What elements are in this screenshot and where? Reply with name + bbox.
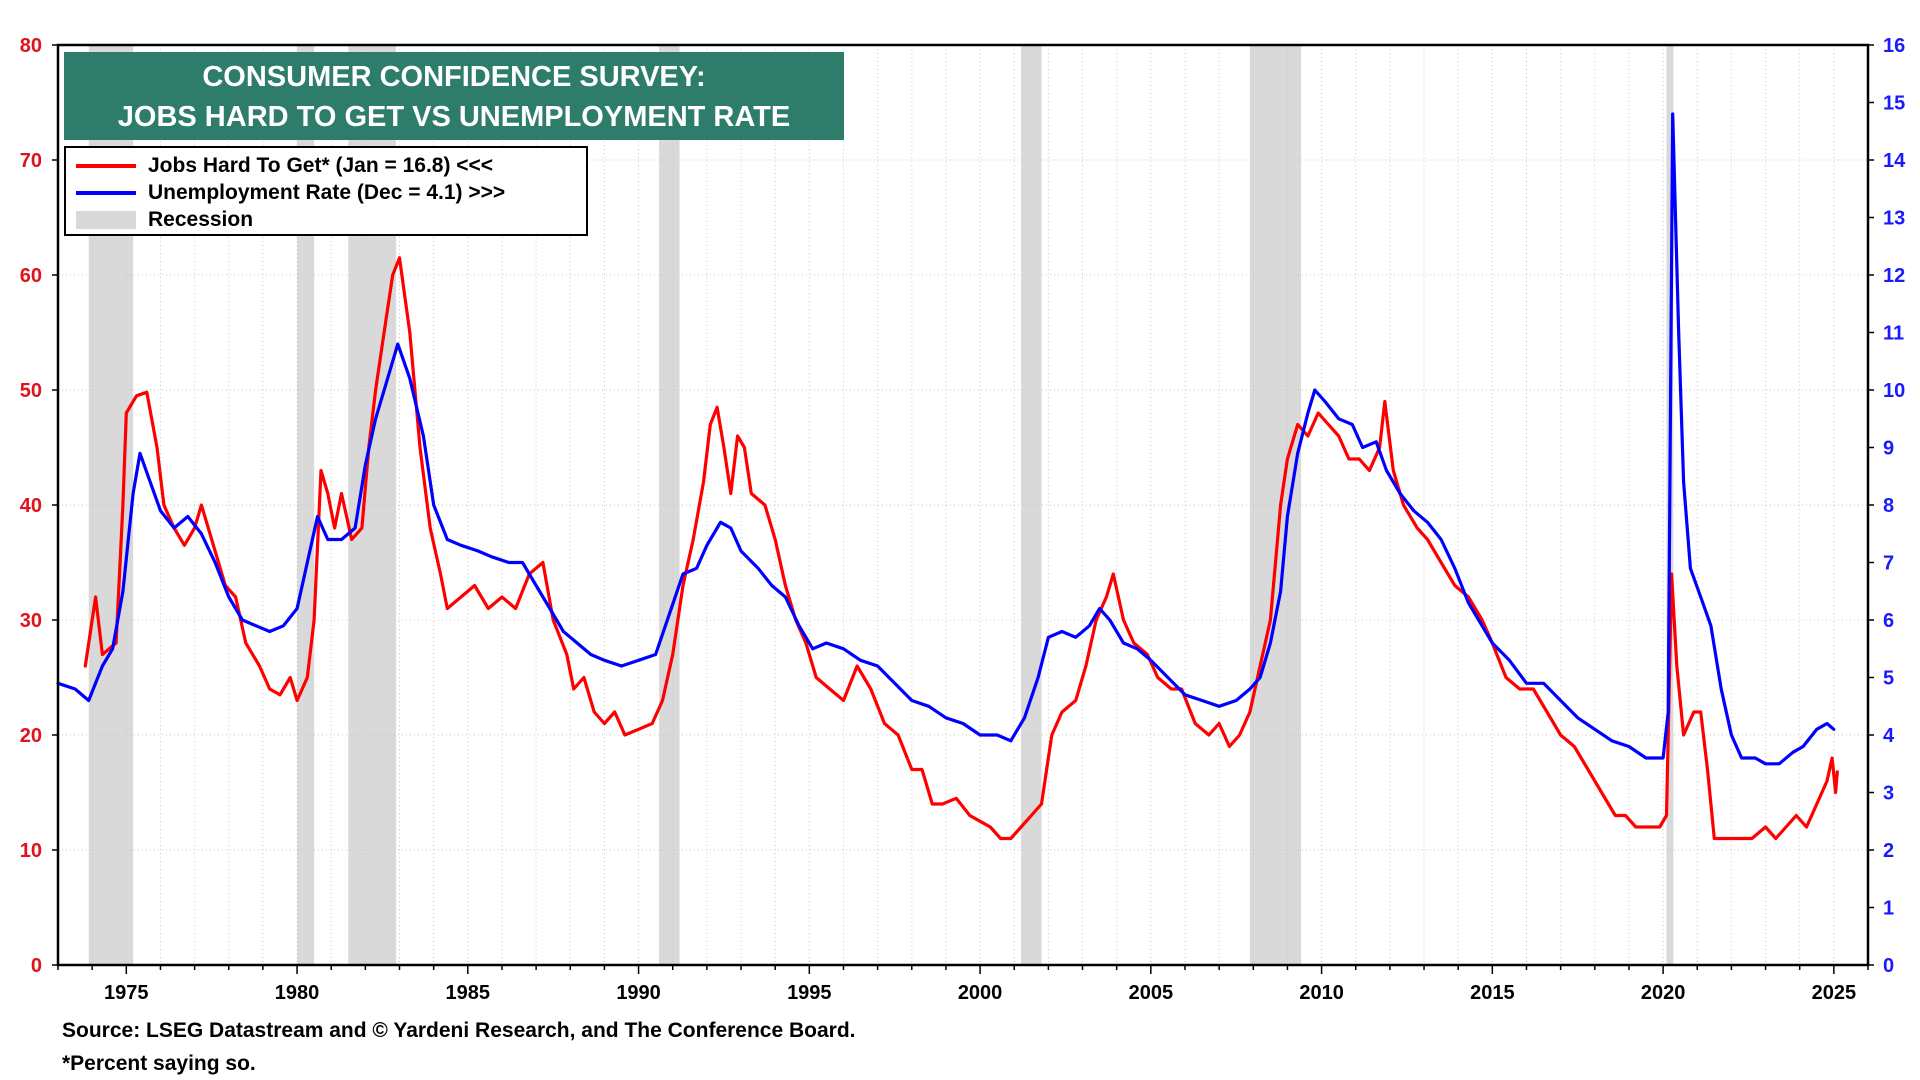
x-tick-label: 1985 bbox=[446, 982, 491, 1004]
y-right-tick-label: 9 bbox=[1883, 438, 1894, 460]
x-tick-label: 1975 bbox=[104, 982, 149, 1004]
x-tick-label: 1990 bbox=[616, 982, 661, 1004]
legend-item-recession: Recession bbox=[76, 207, 253, 233]
title-line-1: CONSUMER CONFIDENCE SURVEY: bbox=[202, 61, 706, 93]
y-left-tick-label: 20 bbox=[20, 725, 42, 747]
source-note: Source: LSEG Datastream and © Yardeni Re… bbox=[62, 1019, 856, 1042]
chart-title: CONSUMER CONFIDENCE SURVEY: JOBS HARD TO… bbox=[64, 52, 844, 140]
x-tick-label: 2010 bbox=[1299, 982, 1344, 1004]
recession-band bbox=[1249, 45, 1302, 965]
y-right-tick-label: 13 bbox=[1883, 208, 1905, 230]
y-right-tick-label: 15 bbox=[1883, 93, 1905, 115]
x-tick-label: 2020 bbox=[1641, 982, 1686, 1004]
y-left-tick-label: 80 bbox=[20, 35, 42, 57]
x-tick-label: 2025 bbox=[1812, 982, 1857, 1004]
legend: Jobs Hard To Get* (Jan = 16.8) <<< Unemp… bbox=[64, 146, 588, 236]
axis-ticks bbox=[52, 44, 1874, 974]
y-right-tick-label: 14 bbox=[1883, 150, 1906, 172]
unemployment-rate-line bbox=[56, 112, 1836, 766]
y-right-tick-label: 12 bbox=[1883, 265, 1905, 287]
legend-label: Jobs Hard To Get* (Jan = 16.8) <<< bbox=[148, 154, 494, 177]
axis-labels: 0102030405060708001234567891011121314151… bbox=[20, 35, 1906, 1004]
x-tick-label: 2000 bbox=[958, 982, 1003, 1004]
footnote: *Percent saying so. bbox=[62, 1052, 256, 1075]
y-left-tick-label: 40 bbox=[20, 495, 42, 517]
jobs-hard-to-get-line bbox=[83, 256, 1839, 841]
recession-band bbox=[297, 45, 315, 965]
y-left-tick-label: 50 bbox=[20, 380, 42, 402]
title-line-2: JOBS HARD TO GET VS UNEMPLOYMENT RATE bbox=[117, 101, 791, 133]
y-right-tick-label: 16 bbox=[1883, 35, 1905, 57]
legend-swatch-blue bbox=[76, 191, 136, 195]
y-right-tick-label: 10 bbox=[1883, 380, 1905, 402]
y-right-tick-label: 1 bbox=[1883, 898, 1894, 920]
y-right-tick-label: 11 bbox=[1883, 323, 1904, 345]
legend-swatch-gray bbox=[76, 211, 136, 229]
x-tick-label: 2005 bbox=[1129, 982, 1174, 1004]
legend-item-jobs-hard-to-get: Jobs Hard To Get* (Jan = 16.8) <<< bbox=[76, 153, 493, 179]
y-right-tick-label: 3 bbox=[1883, 783, 1894, 805]
y-right-tick-label: 6 bbox=[1883, 610, 1894, 632]
y-left-tick-label: 60 bbox=[20, 265, 42, 287]
y-left-tick-label: 0 bbox=[31, 955, 42, 977]
y-right-tick-label: 2 bbox=[1883, 840, 1894, 862]
y-right-tick-label: 4 bbox=[1883, 725, 1895, 747]
y-left-tick-label: 30 bbox=[20, 610, 42, 632]
y-left-tick-label: 10 bbox=[20, 840, 42, 862]
legend-item-unemployment-rate: Unemployment Rate (Dec = 4.1) >>> bbox=[76, 180, 505, 206]
data-series bbox=[56, 112, 1839, 841]
y-right-tick-label: 0 bbox=[1883, 955, 1894, 977]
y-right-tick-label: 8 bbox=[1883, 495, 1894, 517]
legend-label: Recession bbox=[148, 208, 254, 231]
y-left-tick-label: 70 bbox=[20, 150, 42, 172]
x-tick-label: 1980 bbox=[275, 982, 320, 1004]
y-right-tick-label: 7 bbox=[1883, 553, 1894, 575]
x-tick-label: 1995 bbox=[787, 982, 832, 1004]
y-right-tick-label: 5 bbox=[1883, 668, 1894, 690]
x-tick-label: 2015 bbox=[1470, 982, 1515, 1004]
legend-swatch-red bbox=[76, 164, 136, 168]
legend-label: Unemployment Rate (Dec = 4.1) >>> bbox=[148, 181, 506, 204]
